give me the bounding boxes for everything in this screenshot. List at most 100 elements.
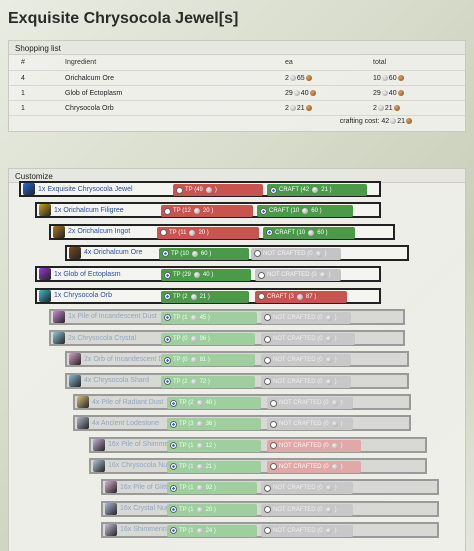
node-label[interactable]: 4x Ancient Lodestone (92, 419, 159, 427)
tp-radio[interactable] (162, 250, 169, 258)
node-label[interactable]: 16x Crystal Nugget (120, 505, 180, 512)
tp-radio[interactable] (170, 463, 177, 471)
recipe-node[interactable]: 4x Chrysocola Shard TP (2 72 ) NOT CRAFTED … (65, 372, 409, 389)
recipe-node[interactable]: 1x Pile of Incandescent Dust TP (1 45 ) NOT… (49, 308, 405, 325)
recipe-node[interactable]: 4x Pile of Radiant Dust TP (2 40 ) NOT CRAF… (73, 394, 411, 410)
craft-radio[interactable] (264, 506, 271, 513)
recipe-node[interactable]: 2x Orb of Incandescent Dust TP (0 81 ) NOT … (65, 351, 409, 368)
craft-option[interactable]: CRAFT (10 60 ) (263, 226, 355, 239)
craft-option[interactable]: CRAFT (42 21 ) (267, 184, 367, 196)
recipe-node[interactable]: 1x Glob of Ectoplasm TP (29 40 ) NOT CRAFTE… (35, 266, 381, 283)
node-label[interactable]: 16x Pile of Shimmering Dust (108, 441, 197, 449)
recipe-node[interactable]: 16x Shimmering Nugget TP (1 24 ) NOT CRAFTE… (101, 521, 439, 538)
craft-radio[interactable] (270, 186, 277, 194)
tp-radio[interactable] (164, 271, 171, 279)
node-label[interactable]: 16x Pile of Glittering Dust (120, 483, 199, 491)
craft-option[interactable]: CRAFT (3 87 ) (255, 290, 347, 303)
node-label[interactable]: 2x Orb of Incandescent Dust (84, 355, 173, 363)
craft-option[interactable]: NOT CRAFTED (0) (267, 397, 353, 409)
craft-radio[interactable] (264, 335, 271, 343)
tp-radio[interactable] (164, 293, 171, 300)
craft-radio[interactable] (264, 314, 271, 322)
craft-option[interactable]: NOT CRAFTED (0) (267, 460, 361, 473)
node-label[interactable]: 1x Chrysocola Orb (54, 292, 112, 299)
craft-option[interactable]: NOT CRAFTED (0) (261, 311, 351, 324)
tp-radio[interactable] (170, 527, 177, 535)
tp-option[interactable]: TP (1 12 ) (167, 439, 261, 452)
recipe-node[interactable]: 1x Exquisite Chrysocola Jewel TP (49) CRAF… (19, 181, 381, 197)
recipe-node[interactable]: 4x Ancient Lodestone TP (3 36 ) NOT CRAFTED… (73, 415, 411, 432)
node-label[interactable]: 4x Pile of Radiant Dust (92, 398, 164, 406)
tp-option[interactable]: TP (1 24 ) (167, 524, 257, 537)
node-label[interactable]: 2x Orichalcum Ingot (68, 228, 131, 236)
tp-radio[interactable] (164, 314, 171, 322)
tp-option[interactable]: TP (10 60 ) (159, 247, 249, 260)
tp-radio[interactable] (170, 399, 177, 407)
tp-option[interactable]: TP (1 92 ) (167, 482, 257, 495)
craft-radio[interactable] (270, 442, 277, 450)
node-label[interactable]: 4x Orichalcum Ore (84, 249, 143, 257)
tp-option[interactable]: TP (2 21 ) (161, 290, 249, 303)
craft-radio[interactable] (258, 271, 265, 279)
recipe-node[interactable]: 16x Pile of Shimmering Dust TP (1 12 ) NOT … (89, 436, 427, 453)
recipe-node[interactable]: 16x Chrysocola Nugget TP (1 21 ) NOT CRAFTE… (89, 457, 427, 474)
tp-option[interactable]: TP (1 20 ) (167, 503, 257, 516)
craft-radio[interactable] (270, 463, 277, 471)
tp-radio[interactable] (170, 420, 177, 428)
tp-option[interactable]: TP (3 36 ) (167, 418, 261, 431)
craft-radio[interactable] (264, 378, 271, 386)
craft-radio[interactable] (264, 356, 271, 364)
craft-option[interactable]: NOT CRAFTED (0) (261, 503, 353, 516)
tp-option[interactable]: TP (0 96 ) (161, 333, 255, 346)
craft-option[interactable]: NOT CRAFTED (0) (261, 333, 355, 346)
tp-option[interactable]: TP (2 40 ) (167, 397, 261, 409)
craft-option[interactable]: NOT CRAFTED (0) (261, 482, 353, 495)
recipe-node[interactable]: 1x Orichalcum Filigree TP (12 20 ) CRAFT (1… (35, 202, 381, 219)
craft-radio[interactable] (270, 420, 277, 428)
node-label[interactable]: 16x Shimmering Nugget (120, 526, 196, 534)
craft-option[interactable]: NOT CRAFTED (0) (255, 269, 341, 282)
node-label[interactable]: 1x Glob of Ectoplasm (54, 270, 121, 278)
craft-radio[interactable] (266, 229, 273, 237)
craft-option[interactable]: NOT CRAFTED (0) (261, 354, 351, 367)
recipe-node[interactable]: 16x Pile of Glittering Dust TP (1 92 ) NOT … (101, 479, 439, 496)
tp-radio[interactable] (164, 207, 171, 215)
tp-radio[interactable] (164, 356, 171, 364)
recipe-node[interactable]: 2x Chrysocola Crystal TP (0 96 ) NOT CRAFTE… (49, 330, 405, 347)
tp-option[interactable]: TP (1 45 ) (161, 311, 257, 324)
recipe-node[interactable]: 4x Orichalcum Ore TP (10 60 ) NOT CRAFTED (… (65, 244, 409, 261)
craft-radio[interactable] (270, 399, 277, 407)
craft-option[interactable]: NOT CRAFTED (0) (267, 439, 361, 452)
tp-radio[interactable] (164, 335, 171, 343)
craft-option[interactable]: NOT CRAFTED (0) (267, 418, 353, 431)
tp-option[interactable]: TP (2 72 ) (161, 375, 255, 388)
craft-radio[interactable] (264, 484, 271, 492)
craft-radio[interactable] (258, 293, 265, 300)
tp-option[interactable]: TP (49) (173, 184, 263, 196)
tp-radio[interactable] (160, 229, 167, 237)
tp-radio[interactable] (170, 442, 177, 450)
craft-option[interactable]: NOT CRAFTED (0) (251, 247, 341, 260)
tp-radio[interactable] (164, 378, 171, 386)
node-label[interactable]: 1x Orichalcum Filigree (54, 206, 124, 214)
craft-radio[interactable] (254, 250, 261, 258)
tp-option[interactable]: TP (0 81 ) (161, 354, 255, 367)
recipe-node[interactable]: 2x Orichalcum Ingot TP (11 20 ) CRAFT (10 60… (49, 223, 395, 240)
node-label[interactable]: 1x Pile of Incandescent Dust (68, 313, 157, 321)
craft-option[interactable]: NOT CRAFTED (0) (261, 375, 351, 388)
craft-option[interactable]: CRAFT (10 60 ) (257, 205, 353, 218)
tp-option[interactable]: TP (11 20 ) (157, 226, 259, 239)
tp-radio[interactable] (170, 484, 177, 492)
tp-option[interactable]: TP (12 20 ) (161, 205, 253, 218)
craft-radio[interactable] (260, 207, 267, 215)
craft-radio[interactable] (264, 527, 271, 535)
tp-radio[interactable] (176, 186, 183, 194)
recipe-node[interactable]: 16x Crystal Nugget TP (1 20 ) NOT CRAFTED (… (101, 500, 439, 517)
node-label[interactable]: 16x Chrysocola Nugget (108, 462, 181, 470)
node-label[interactable]: 2x Chrysocola Crystal (68, 334, 137, 342)
node-label[interactable]: 4x Chrysocola Shard (84, 377, 149, 385)
node-label[interactable]: 1x Exquisite Chrysocola Jewel (38, 185, 133, 193)
recipe-node[interactable]: 1x Chrysocola Orb TP (2 21 ) CRAFT (3 87 ) (35, 287, 381, 304)
tp-option[interactable]: TP (29 40 ) (161, 269, 251, 282)
craft-option[interactable]: NOT CRAFTED (0) (261, 524, 353, 537)
